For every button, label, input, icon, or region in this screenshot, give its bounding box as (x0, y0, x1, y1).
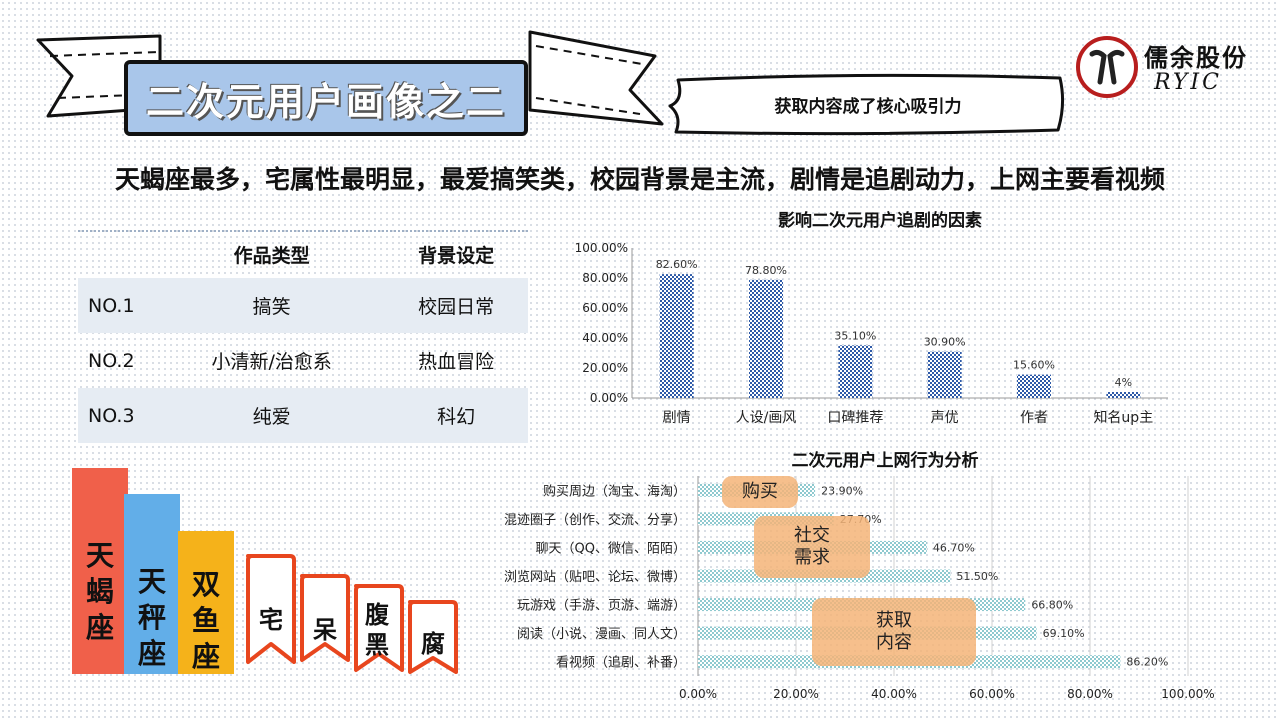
tag-label: 宅 (259, 606, 283, 634)
chart1-bar (927, 351, 962, 398)
chart2-x-tick: 20.00% (773, 687, 819, 701)
zodiac-block-2: 天秤座 (124, 494, 180, 674)
col-header-bg: 背景设定 (418, 244, 495, 267)
chart2-category-label: 浏览网站（贴吧、论坛、微博） (504, 569, 686, 585)
chart1-category-label: 声优 (931, 410, 959, 426)
table-row: NO.3 纯爱 科幻 (78, 388, 528, 443)
rank-bg: 校园日常 (384, 278, 528, 333)
chart2-category-label: 购买周边（淘宝、海淘） (543, 483, 686, 499)
page-title: 二次元用户画像之二 (145, 79, 506, 124)
chart2-data-label: 51.50% (956, 570, 998, 583)
chart2-category-label: 混迹圈子（创作、交流、分享） (504, 512, 686, 528)
chart1-bar (659, 274, 694, 398)
rank-no: NO.1 (78, 278, 159, 333)
table-row: NO.1 搞笑 校园日常 (78, 278, 528, 333)
logo: 儒余股份 RYIC (1074, 34, 1254, 104)
zodiac-label-2: 天秤座 (137, 565, 166, 670)
chart1-bar (1017, 374, 1051, 398)
tag-label: 腐 (421, 630, 445, 658)
chart1-data-label: 30.90% (924, 336, 966, 349)
bubble-social: 社交 需求 (754, 516, 870, 578)
chart2-category-label: 聊天（QQ、微信、陌陌） (536, 541, 686, 556)
chart1-category-label: 口碑推荐 (827, 410, 883, 426)
callout-frame (668, 73, 1065, 136)
chart2-data-label: 66.80% (1031, 599, 1073, 612)
chart2-x-tick: 0.00% (679, 687, 717, 701)
callout-text: 获取内容成了核心吸引力 (774, 96, 962, 117)
zodiac-label-1: 天蝎座 (85, 539, 114, 644)
table-header-row: 作品类型 背景设定 (78, 230, 528, 278)
zodiac-block-3: 双鱼座 (178, 531, 234, 674)
chart2-data-label: 23.90% (821, 484, 863, 497)
chart2-x-tick: 60.00% (969, 687, 1015, 701)
bubble-content: 获取 内容 (812, 598, 976, 666)
tag-label: 腹黑 (365, 601, 389, 659)
chart2-x-tick: 100.00% (1161, 687, 1214, 701)
table-top-rule (78, 230, 528, 232)
rank-type: 小清新/治愈系 (211, 351, 332, 373)
zodiac-block-1: 天蝎座 (72, 468, 128, 674)
chart1-category-label: 知名up主 (1093, 409, 1153, 426)
logo-cn: 儒余股份 (1144, 43, 1248, 72)
headline: 天蝎座最多，宅属性最明显，最爱搞笑类，校园背景是主流，剧情是追剧动力，上网主要看… (114, 165, 1165, 194)
chart2-category-label: 玩游戏（手游、页游、端游） (517, 599, 686, 614)
logo-en: RYIC (1154, 70, 1222, 95)
chart1-title: 影响二次元用户追剧的因素 (778, 211, 982, 231)
zodiac-label-3: 双鱼座 (191, 568, 220, 673)
chart2-svg: 0.00% 20.00% 40.00% 60.00% 80.00% 100.00% 23.9… (504, 476, 1215, 701)
chart1-bar (1106, 392, 1141, 398)
chart1-category-label: 作者 (1020, 410, 1048, 426)
chart1-y-tick: 0.00% (590, 391, 628, 405)
rank-no: NO.2 (88, 349, 135, 372)
chart1-category-label: 剧情 (663, 410, 691, 426)
rank-bg: 热血冒险 (418, 351, 495, 373)
chart1-y-tick: 40.00% (582, 331, 628, 345)
chart1-category-label: 人设/画风 (736, 410, 797, 426)
chart1-data-label: 82.60% (656, 258, 698, 271)
chart1-data-label: 35.10% (834, 329, 876, 342)
chart1-y-tick: 80.00% (582, 271, 628, 285)
tag-label: 呆 (313, 616, 337, 644)
rank-no: NO.3 (78, 388, 159, 443)
rank-type: 搞笑 (159, 278, 385, 333)
chart2-x-tick: 40.00% (871, 687, 917, 701)
chart1-data-label: 4% (1115, 376, 1132, 389)
bubble-purchase: 购买 (722, 476, 798, 508)
chart2-data-label: 69.10% (1043, 627, 1085, 640)
chart1-y-tick: 20.00% (582, 361, 628, 375)
chart1-data-label: 15.60% (1013, 359, 1055, 372)
tag-shapes (246, 554, 458, 674)
rank-type: 纯爱 (159, 388, 385, 443)
rank-table: 作品类型 背景设定 NO.1 搞笑 校园日常 NO.2 小清新/治愈系 热血冒险… (78, 230, 528, 443)
chart1-y-tick: 100.00% (575, 241, 628, 255)
chart2-data-label: 46.70% (933, 541, 975, 554)
col-header-type: 作品类型 (233, 244, 310, 267)
chart2-title: 二次元用户上网行为分析 (791, 451, 979, 471)
chart1-svg: 0.00% 20.00% 40.00% 60.00% 80.00% 100.00% 82.6… (575, 241, 1168, 426)
chart1-bar (749, 279, 783, 398)
chart1-bar (838, 345, 873, 398)
chart2-x-tick: 80.00% (1067, 687, 1113, 701)
chart2-category-label: 阅读（小说、漫画、同人文） (517, 627, 686, 642)
title-ribbon (36, 30, 664, 126)
chart1-y-tick: 60.00% (582, 301, 628, 315)
rank-bg: 科幻 (384, 388, 528, 443)
chart2-category-label: 看视频（追剧、补番） (556, 655, 686, 671)
table-row: NO.2 小清新/治愈系 热血冒险 (78, 333, 528, 388)
logo-mark-icon (1076, 36, 1138, 98)
title-box: 二次元用户画像之二 (124, 60, 528, 136)
chart2-data-label: 86.20% (1126, 656, 1168, 669)
chart1-data-label: 78.80% (745, 264, 787, 277)
